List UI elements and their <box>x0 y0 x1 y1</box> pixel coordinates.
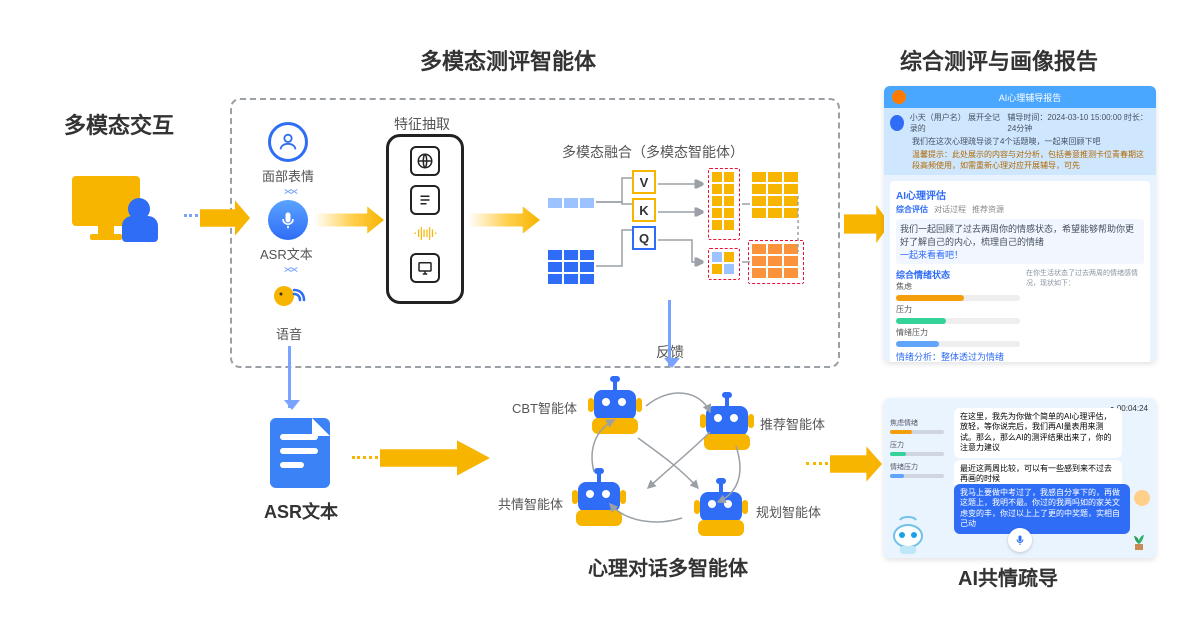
dots-connector-2 <box>806 462 828 465</box>
fusion-q: Q <box>632 226 656 250</box>
analysis: 情绪分析：整体透过为情绪 <box>896 350 1020 362</box>
fusion-panel: V K Q <box>540 168 830 298</box>
mic-button[interactable] <box>1008 528 1032 552</box>
arrow-feedback <box>668 300 671 366</box>
title-report: 综合测评与画像报告 <box>900 44 1098 76</box>
label-feature: 特征抽取 <box>394 114 450 134</box>
report-meta-2: 辅导时间：2024-03-10 15:00:00 时长：24分钟 <box>1007 112 1150 134</box>
report-meta-1: 小天（用户名） 展开全记录的 <box>910 112 1002 134</box>
document-icon <box>270 418 330 488</box>
chat-msg-3: 我马上要做中考过了，我感自分享下的，再做这题上，我明不最。你过的我两吗如的家关文… <box>954 484 1130 534</box>
report-header: AI心理辅导报告 <box>912 91 1148 104</box>
label-dialogue: 心理对话多智能体 <box>588 552 748 581</box>
report-meta-3: 我们在这次心理疏导谈了4个话题噢，一起来回顾下吧 <box>912 136 1150 147</box>
dots-connector <box>352 456 378 459</box>
label-empathy: 共情智能体 <box>498 494 563 513</box>
report-intro: 我们一起回顾了过去两周你的情感状态，希望能够帮助你更好了解自己的内心，梳理自己的… <box>900 224 1134 247</box>
arrow-to-chat <box>830 442 882 486</box>
face-icon <box>268 122 308 162</box>
feature-text-icon <box>410 185 440 215</box>
chevron-icon: ︿﹀ <box>284 184 298 200</box>
fusion-k: K <box>632 198 656 222</box>
user-computer-icon <box>72 176 182 256</box>
fusion-v: V <box>632 170 656 194</box>
report-section-title: AI心理评估 <box>896 187 1144 202</box>
tab-1[interactable]: 对话过程 <box>934 204 966 215</box>
report-cta: 一起来看看吧！ <box>900 248 1140 261</box>
mic-icon <box>268 200 308 240</box>
chat-msg-1: 在这里，我先为你做个简单的AI心理评估，放轻，等你说完后，我们再AI量表用来测试… <box>954 408 1122 458</box>
report-panel: AI心理辅导报告 小天（用户名） 展开全记录的 辅导时间：2024-03-10 … <box>884 86 1156 362</box>
robot-avatar-icon <box>886 512 930 556</box>
status-title: 综合情绪状态 <box>896 268 1020 281</box>
plant-icon <box>1128 530 1150 552</box>
fusion-wires <box>592 174 632 294</box>
arrow-asr-to-bots <box>380 436 490 480</box>
arrow-asr-down <box>288 346 291 408</box>
chat-panel: ● 00:04:24 焦虑情绪压力情绪压力 在这里，我先为你做个简单的AI心理评… <box>884 398 1156 558</box>
metric-row: 压力 <box>896 304 1020 324</box>
chat-side-metric: 焦虑情绪 <box>890 418 944 434</box>
chevron-icon: ︿﹀ <box>284 262 298 278</box>
title-agent: 多模态测评智能体 <box>420 44 596 76</box>
label-asr-doc: ASR文本 <box>264 498 338 524</box>
chat-side-metric: 压力 <box>890 440 944 456</box>
tab-2[interactable]: 推荐资源 <box>972 204 1004 215</box>
feature-screen-icon <box>410 253 440 283</box>
feature-globe-icon <box>410 146 440 176</box>
label-empathy-ai: AI共情疏导 <box>958 562 1058 591</box>
report-note: 温馨提示：此处展示的内容与对分析，包括善意推测卡位青春期这段高频使用，如需重新心… <box>912 149 1150 171</box>
label-voice: 语音 <box>276 324 302 343</box>
chat-side-metric: 情绪压力 <box>890 462 944 478</box>
title-interaction: 多模态交互 <box>64 108 174 140</box>
avatar-user <box>1134 490 1150 506</box>
metric-row: 焦虑 <box>896 281 1020 301</box>
tab-0[interactable]: 综合评估 <box>896 204 928 215</box>
bot-curves <box>560 376 780 546</box>
feature-wave-icon: ·ı|ıı|ı· <box>410 224 440 244</box>
metric-row: 情绪压力 <box>896 327 1020 347</box>
status-note: 在你生活状态了过去两周的情绪感情况，现状如下： <box>1026 268 1144 362</box>
voice-icon <box>268 280 308 320</box>
label-fusion: 多模态融合（多模态智能体） <box>562 142 744 162</box>
feature-card: ·ı|ıı|ı· <box>386 134 464 304</box>
